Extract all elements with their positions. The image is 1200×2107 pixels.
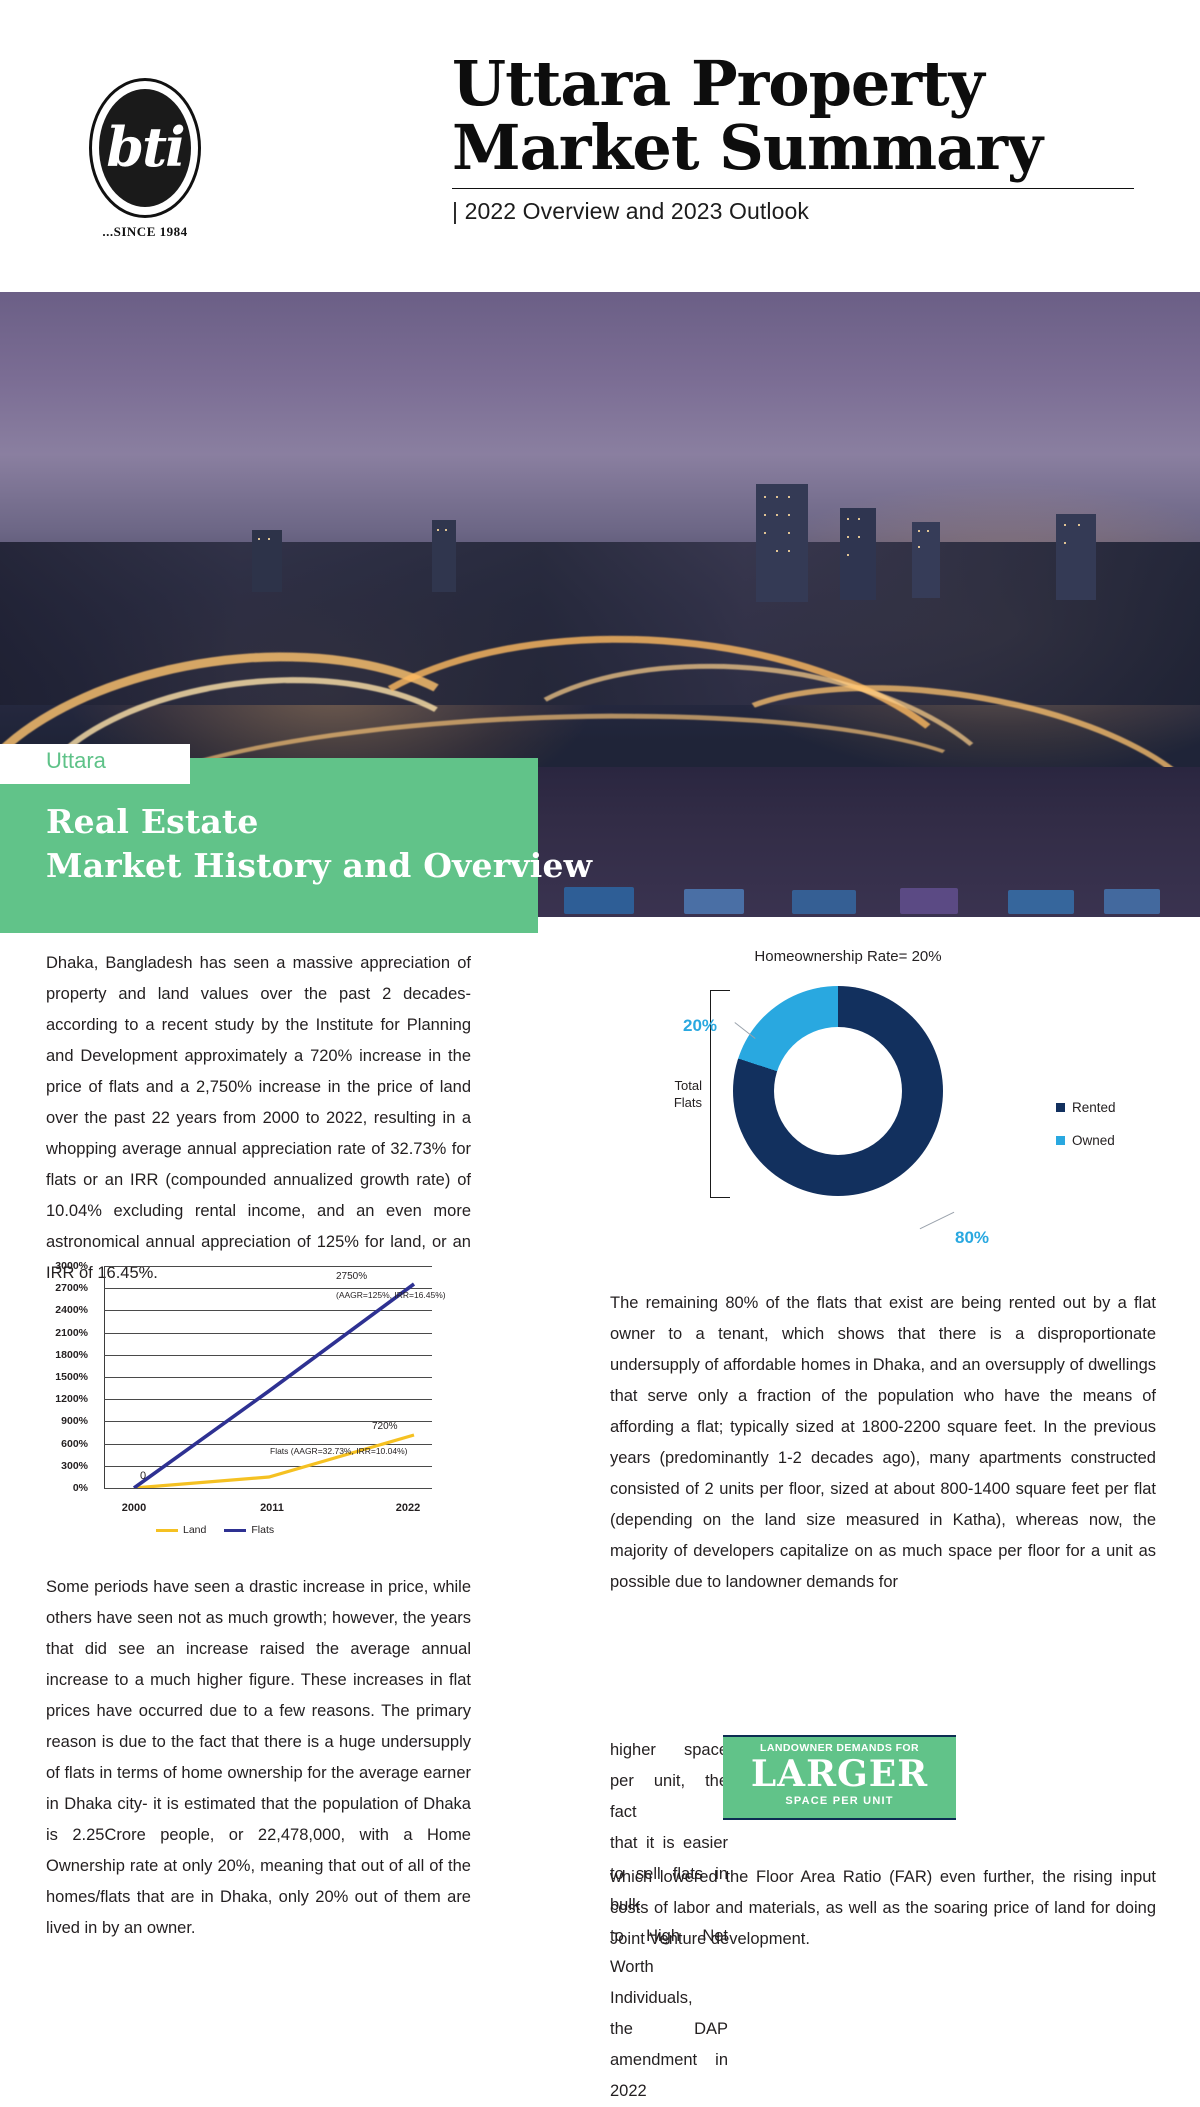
building xyxy=(252,530,282,592)
right-column-wrap-lines: higher space per unit, the fact that it … xyxy=(610,1735,1156,2107)
bus xyxy=(684,889,744,914)
callout-headline: LARGER xyxy=(750,1753,929,1795)
wrap-line-2: that it is easier to sell flats in bulk xyxy=(610,1834,728,1914)
y-tick-2700: 2700% xyxy=(55,1282,88,1295)
annotation-land-aagr: (AAGR=125%, IRR=16.45%) xyxy=(336,1290,446,1300)
legend-item-land: Land xyxy=(156,1524,206,1536)
banner-green-block xyxy=(0,758,538,933)
line-chart-series xyxy=(132,1282,416,1488)
bracket-icon xyxy=(710,990,730,1198)
homeownership-donut-chart: Homeownership Rate= 20% Total Flats 20% … xyxy=(610,948,1156,1268)
bus xyxy=(1008,890,1074,914)
callout-top-label: LANDOWNER DEMANDS FOR xyxy=(760,1742,919,1754)
page-title-line1: Uttara Property xyxy=(452,47,985,120)
logo-wordmark: bti xyxy=(106,114,185,179)
donut-legend: Rented Owned xyxy=(1056,1100,1116,1166)
y-tick-900: 900% xyxy=(61,1415,88,1428)
banner-white-notch xyxy=(0,744,190,784)
building xyxy=(756,484,808,602)
right-column-tail: which lowered the Floor Area Ratio (FAR)… xyxy=(610,1862,1156,1955)
legend-label-land: Land xyxy=(183,1524,207,1536)
bus xyxy=(792,890,856,914)
bracket-label: Total Flats xyxy=(674,1077,702,1111)
building xyxy=(840,508,876,600)
y-tick-3000: 3000% xyxy=(55,1260,88,1272)
left-paragraph-1: Dhaka, Bangladesh has seen a massive app… xyxy=(46,954,471,1282)
y-tick-1500: 1500% xyxy=(55,1371,88,1383)
legend-label-owned: Owned xyxy=(1072,1133,1115,1148)
title-block: Uttara Property Market Summary | 2022 Ov… xyxy=(452,47,1160,225)
banner-heading-line2: Market History and Overview xyxy=(46,845,593,885)
y-tick-2400: 2400% xyxy=(55,1304,88,1317)
donut-legend-item-rented: Rented xyxy=(1056,1100,1116,1115)
legend-label-flats: Flats xyxy=(251,1524,275,1536)
callout-bottom-label: SPACE PER UNIT xyxy=(785,1794,894,1807)
logo-since-text: ...SINCE 1984 xyxy=(102,224,188,239)
annotation-zero: 0 xyxy=(140,1470,147,1482)
banner-heading: Real Estate Market History and Overview xyxy=(46,800,592,887)
annotation-flats-aagr: Flats (AAGR=32.73%, IRR=10.04%) xyxy=(270,1446,408,1456)
donut-legend-item-owned: Owned xyxy=(1056,1133,1116,1148)
y-tick-600: 600% xyxy=(61,1437,88,1450)
y-tick-0: 0% xyxy=(72,1482,88,1494)
x-tick-2000: 2000 xyxy=(121,1502,147,1514)
annotation-720: 720% xyxy=(372,1421,398,1432)
price-appreciation-line-chart: 3000% 2700% 2400% 2100% 1800% 1500% 1200… xyxy=(36,1258,476,1548)
bracket-label-line2: Flats xyxy=(673,1095,702,1110)
left-paragraph-2: Some periods have seen a drastic increas… xyxy=(46,1578,471,1937)
y-tick-1800: 1800% xyxy=(55,1348,88,1361)
legend-swatch-flats-icon xyxy=(224,1528,247,1532)
donut-value-owned: 20% xyxy=(683,1016,718,1035)
left-column-lower: Some periods have seen a drastic increas… xyxy=(46,1572,471,1944)
title-divider xyxy=(452,187,1134,189)
legend-label-rented: Rented xyxy=(1072,1100,1116,1115)
donut-ring xyxy=(733,986,943,1196)
y-tick-1200: 1200% xyxy=(55,1393,88,1406)
bti-logo: bti ...SINCE 1984 xyxy=(75,78,215,240)
building xyxy=(912,522,940,598)
legend-swatch-rented-icon xyxy=(1056,1103,1065,1112)
donut-value-rented: 80% xyxy=(955,1228,990,1247)
bracket-label-line1: Total xyxy=(674,1078,702,1093)
x-tick-2022: 2022 xyxy=(395,1502,421,1514)
wrap-line-4: the DAP amendment in 2022 xyxy=(610,2020,728,2100)
building xyxy=(432,520,456,592)
logo-oval-icon: bti xyxy=(89,78,201,218)
leader-line-rented xyxy=(919,1211,955,1230)
page-title-line2: Market Summary xyxy=(452,111,1043,185)
donut-chart-title: Homeownership Rate= 20% xyxy=(754,948,942,965)
right-paragraph-tail: which lowered the Floor Area Ratio (FAR)… xyxy=(610,1868,1156,1948)
legend-swatch-land-icon xyxy=(156,1528,178,1532)
series-flats-line xyxy=(132,1282,416,1488)
banner-heading-line1: Real Estate xyxy=(46,802,259,841)
right-paragraph-1: The remaining 80% of the flats that exis… xyxy=(610,1294,1156,1591)
building xyxy=(1056,514,1096,600)
annotation-2750: 2750% xyxy=(336,1271,368,1282)
bus xyxy=(564,887,634,914)
hero-skyline xyxy=(0,484,1200,705)
banner-eyebrow: Uttara xyxy=(46,748,106,773)
series-land-line xyxy=(133,1433,415,1488)
bus xyxy=(900,888,958,914)
line-chart-legend: Land Flats xyxy=(156,1524,274,1536)
y-tick-2100: 2100% xyxy=(55,1326,88,1339)
y-tick-300: 300% xyxy=(61,1459,88,1472)
x-tick-2011: 2011 xyxy=(260,1502,284,1514)
line-chart-plot: 3000% 2700% 2400% 2100% 1800% 1500% 1200… xyxy=(55,1260,445,1514)
left-column: Dhaka, Bangladesh has seen a massive app… xyxy=(46,948,471,1289)
page-header: bti ...SINCE 1984 Uttara Property Market… xyxy=(0,0,1200,292)
donut-hole xyxy=(774,1027,902,1155)
page-subtitle: | 2022 Overview and 2023 Outlook xyxy=(452,197,809,224)
total-flats-bracket: Total Flats xyxy=(618,990,730,1198)
legend-item-flats: Flats xyxy=(224,1524,274,1536)
bus xyxy=(1104,889,1160,914)
larger-space-callout: LANDOWNER DEMANDS FOR LARGER SPACE PER U… xyxy=(723,1735,956,1820)
wrap-line-1: higher space per unit, the fact xyxy=(610,1741,728,1821)
wrap-line-3: to High Net Worth Individuals, xyxy=(610,1927,728,2007)
legend-swatch-owned-icon xyxy=(1056,1136,1065,1145)
right-column: The remaining 80% of the flats that exis… xyxy=(610,1288,1156,1598)
